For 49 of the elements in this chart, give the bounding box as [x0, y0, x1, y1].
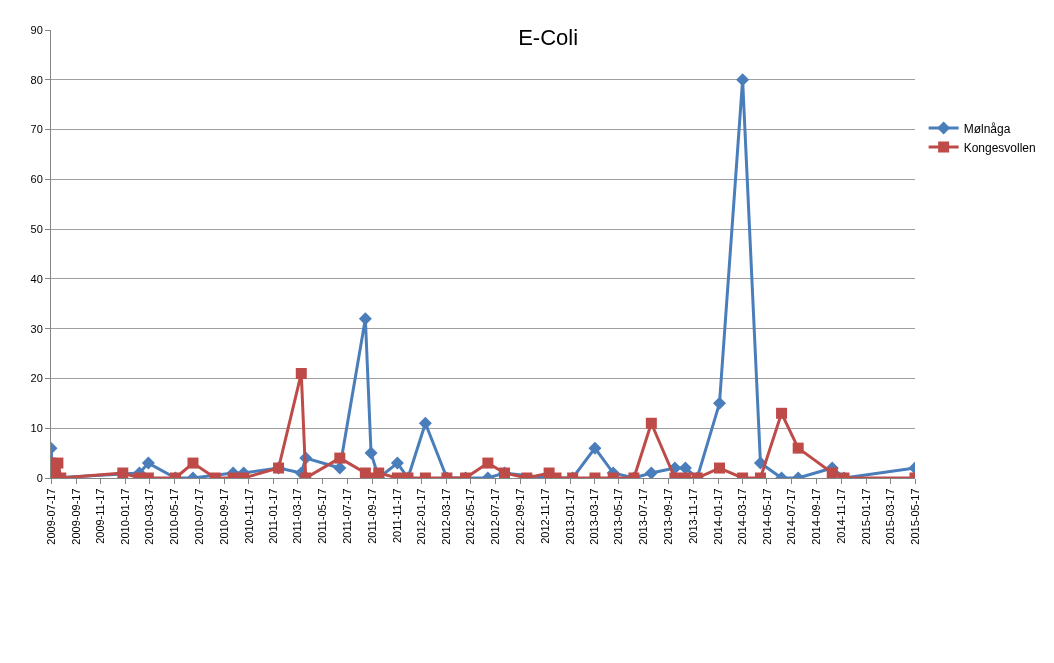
x-tick-label: 2012-07-17 — [489, 488, 502, 545]
x-tick-label: 2014-07-17 — [785, 488, 798, 545]
x-tick-label: 2015-05-17 — [908, 488, 921, 545]
x-tick-label: 2011-07-17 — [340, 488, 353, 544]
x-tick-label: 2011-05-17 — [315, 488, 328, 544]
y-tick-label: 30 — [30, 322, 43, 335]
x-tick-label: 2009-07-17 — [44, 488, 57, 545]
x-tick-label: 2013-03-17 — [587, 488, 600, 545]
x-tick-label: 2012-09-17 — [514, 488, 527, 545]
x-tick-label: 2012-03-17 — [439, 488, 452, 545]
x-tick-label: 2014-11-17 — [835, 488, 848, 544]
x-tick-label: 2014-01-17 — [711, 488, 724, 545]
x-tick-label: 2013-11-17 — [687, 488, 700, 544]
y-tick-label: 70 — [30, 123, 43, 136]
x-tick-label: 2013-01-17 — [563, 488, 576, 545]
x-tick-label: 2015-01-17 — [859, 488, 872, 545]
x-tick-label: 2012-01-17 — [415, 488, 428, 545]
y-tick-label: 10 — [30, 422, 43, 435]
x-tick-label: 2009-09-17 — [69, 488, 82, 545]
x-tick-label: 2011-03-17 — [291, 488, 304, 544]
y-tick-label: 60 — [30, 173, 43, 186]
x-tick-label: 2012-11-17 — [539, 488, 552, 544]
x-tick-label: 2015-03-17 — [883, 488, 896, 545]
x-tick-label: 2014-05-17 — [760, 488, 773, 545]
y-tick-label: 50 — [30, 222, 43, 235]
x-tick-label: 2011-11-17 — [390, 488, 403, 544]
x-tick-label: 2010-03-17 — [143, 488, 156, 545]
y-tick-label: 20 — [30, 372, 43, 385]
x-tick-label: 2012-05-17 — [464, 488, 477, 545]
x-tick-label: 2013-07-17 — [637, 488, 650, 545]
x-tick-label: 2010-11-17 — [242, 488, 255, 544]
x-tick-label: 2009-11-17 — [94, 488, 107, 544]
x-tick-label: 2010-07-17 — [192, 488, 205, 545]
x-tick-label: 2010-05-17 — [167, 488, 180, 545]
y-tick-label: 40 — [30, 272, 43, 285]
legend-label: Kongesvollen — [963, 140, 1036, 155]
y-tick-label: 0 — [36, 471, 43, 484]
x-tick-label: 2013-09-17 — [662, 488, 675, 545]
x-tick-label: 2014-09-17 — [810, 488, 823, 545]
x-tick-label: 2011-09-17 — [365, 488, 378, 544]
chart-title: E-Coli — [518, 25, 579, 51]
x-tick-label: 2013-05-17 — [612, 488, 625, 545]
legend-label: Mølnåga — [963, 121, 1011, 136]
x-tick-label: 2014-03-17 — [735, 488, 748, 545]
y-tick-label: 80 — [30, 73, 43, 86]
y-tick-label: 90 — [30, 23, 43, 36]
x-tick-label: 2010-01-17 — [119, 488, 132, 545]
x-tick-label: 2010-09-17 — [217, 488, 230, 545]
x-tick-label: 2011-01-17 — [267, 488, 280, 544]
